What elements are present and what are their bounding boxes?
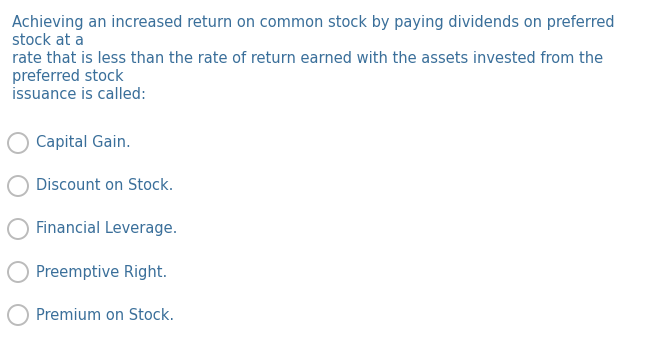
- Text: Discount on Stock.: Discount on Stock.: [36, 179, 173, 193]
- Text: Preemptive Right.: Preemptive Right.: [36, 264, 167, 279]
- Text: rate that is less than the rate of return earned with the assets invested from t: rate that is less than the rate of retur…: [12, 51, 603, 66]
- Text: Premium on Stock.: Premium on Stock.: [36, 307, 174, 322]
- Text: preferred stock: preferred stock: [12, 69, 123, 84]
- Text: Achieving an increased return on common stock by paying dividends on preferred: Achieving an increased return on common …: [12, 15, 615, 30]
- Text: Capital Gain.: Capital Gain.: [36, 136, 131, 151]
- Text: issuance is called:: issuance is called:: [12, 87, 146, 102]
- Text: stock at a: stock at a: [12, 33, 84, 48]
- Text: Financial Leverage.: Financial Leverage.: [36, 222, 177, 236]
